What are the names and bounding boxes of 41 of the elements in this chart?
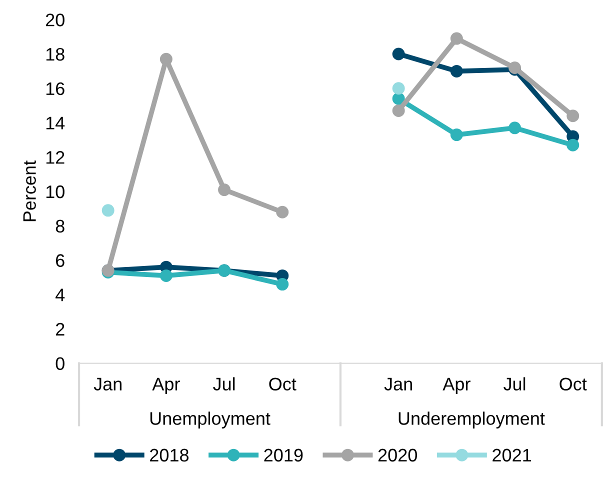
- point: [218, 184, 231, 196]
- point: [392, 82, 405, 95]
- point: [450, 64, 463, 78]
- y-tick-label: 8: [56, 220, 64, 233]
- point: [276, 206, 289, 218]
- legend-label: 2018: [150, 448, 189, 462]
- y-tick-label: 14: [46, 116, 65, 130]
- y-axis-title: Percent: [23, 160, 36, 222]
- y-tick-label: 16: [46, 82, 64, 96]
- x-tick-label: Jan: [384, 378, 412, 390]
- x-tick-label: Jan: [94, 378, 122, 390]
- x-tick-label: Jul: [504, 377, 526, 390]
- point: [450, 32, 463, 45]
- point: [450, 128, 463, 142]
- y-tick-label: 12: [46, 151, 64, 164]
- point: [566, 110, 580, 122]
- x-tick-label: Apr: [152, 378, 180, 394]
- point: [276, 278, 289, 291]
- x-tick-label: Oct: [560, 378, 587, 390]
- point: [160, 52, 172, 66]
- legend-label: 2019: [264, 448, 303, 462]
- y-tick-label: 20: [46, 14, 64, 26]
- point: [392, 104, 405, 117]
- point: [566, 138, 580, 152]
- legend-label: 2021: [492, 448, 532, 462]
- y-tick-label: 10: [46, 185, 64, 198]
- point: [160, 269, 172, 282]
- y-tick-label: 0: [56, 357, 64, 370]
- point: [392, 48, 405, 60]
- y-tick-label: 18: [46, 48, 64, 61]
- point: [102, 204, 114, 217]
- legend-label: 2020: [378, 448, 417, 462]
- x-tick-label: Apr: [442, 378, 470, 394]
- y-tick-label: 2: [56, 322, 64, 336]
- x-tick-label: Jul: [213, 377, 235, 390]
- x-tick-label: Oct: [269, 378, 296, 390]
- text: Underemployment: [398, 412, 545, 428]
- text: Unemployment: [150, 412, 270, 428]
- y-tick-label: 4: [56, 288, 65, 302]
- y-tick-label: 6: [56, 254, 64, 267]
- point: [508, 122, 522, 134]
